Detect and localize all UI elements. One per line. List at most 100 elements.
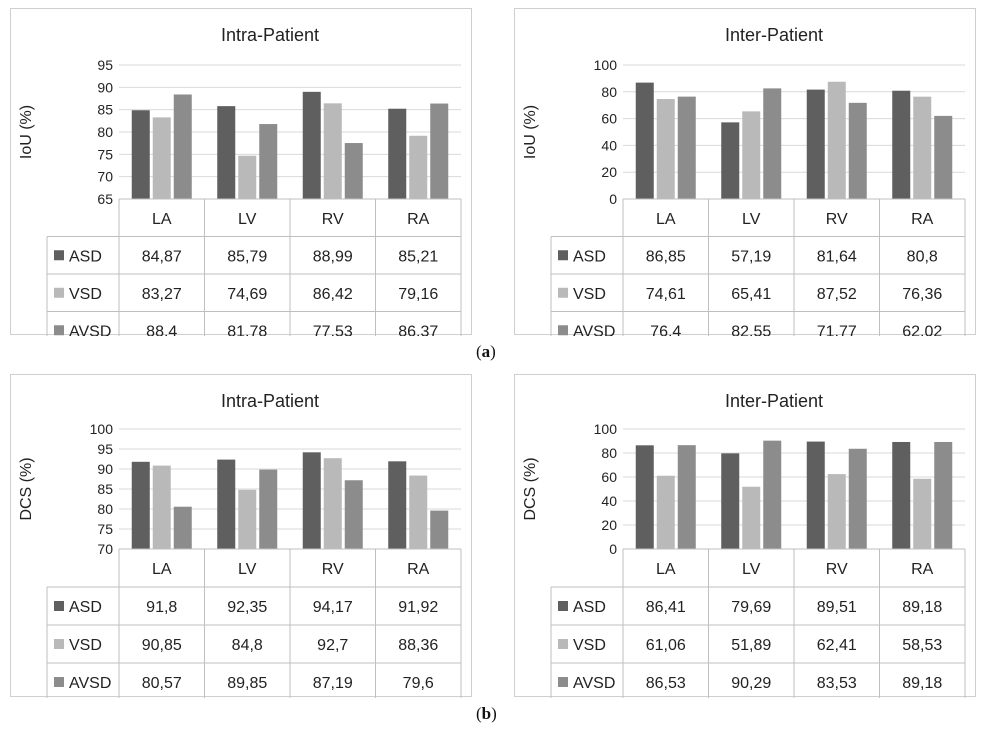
bar-avsd-rv xyxy=(848,448,867,549)
y-tick-label: 100 xyxy=(594,57,618,73)
bar-avsd-rv xyxy=(344,480,363,549)
bar-vsd-la xyxy=(656,475,675,549)
data-label: 86,53 xyxy=(646,675,686,692)
y-tick-label: 85 xyxy=(97,481,113,497)
data-label: 90,85 xyxy=(142,637,182,654)
bar-avsd-lv xyxy=(763,88,782,199)
data-label: 87,19 xyxy=(313,675,353,692)
chart-title: Intra-Patient xyxy=(221,391,319,411)
legend-swatch-avsd xyxy=(558,325,568,336)
bar-asd-lv xyxy=(217,459,236,549)
legend-swatch-asd xyxy=(558,601,568,611)
data-label: 90,29 xyxy=(731,675,771,692)
data-label: 79,6 xyxy=(403,675,434,692)
bar-vsd-la xyxy=(152,465,171,549)
y-tick-label: 95 xyxy=(97,441,113,457)
category-label: RV xyxy=(826,211,848,228)
data-label: 71,77 xyxy=(817,323,857,336)
data-label: 80,57 xyxy=(142,675,182,692)
y-tick-label: 60 xyxy=(601,469,617,485)
y-tick-label: 100 xyxy=(594,421,618,437)
chart-svg: Intra-Patient DCS (%) 70 75 80 85 90 95 100 LA LV R… xyxy=(18,391,462,698)
chart-svg: Inter-Patient DCS (%) 0 20 40 60 80 100 LA LV RV RA… xyxy=(522,391,966,698)
data-label: 62,41 xyxy=(817,637,857,654)
bar-avsd-lv xyxy=(763,440,782,549)
bar-asd-rv xyxy=(302,452,321,549)
y-tick-label: 40 xyxy=(601,493,617,509)
data-label: 76,36 xyxy=(902,286,942,303)
data-label: 62,02 xyxy=(902,323,942,336)
bar-avsd-la xyxy=(677,445,696,549)
bar-asd-rv xyxy=(302,91,321,199)
bar-asd-lv xyxy=(721,453,740,549)
legend-swatch-vsd xyxy=(54,639,64,649)
legend-label-avsd: AVSD xyxy=(573,675,615,692)
data-label: 79,69 xyxy=(731,599,771,616)
chart-svg: Inter-Patient IoU (%) 0 20 40 60 80 100 LA LV RV RA… xyxy=(522,25,966,336)
caption-b: (b) xyxy=(476,704,497,723)
bar-asd-la xyxy=(131,461,150,549)
data-label: 74,69 xyxy=(227,286,267,303)
y-tick-label: 100 xyxy=(90,421,114,437)
caption-a-label: a xyxy=(481,342,491,361)
y-tick-label: 20 xyxy=(601,517,617,533)
y-tick-label: 20 xyxy=(601,164,617,180)
y-axis-label: DCS (%) xyxy=(18,457,35,520)
legend-label-avsd: AVSD xyxy=(573,323,615,336)
y-tick-label: 80 xyxy=(97,501,113,517)
bar-vsd-lv xyxy=(742,111,761,199)
data-label: 88,36 xyxy=(398,637,438,654)
legend-label-vsd: VSD xyxy=(573,286,606,303)
bar-vsd-rv xyxy=(827,474,846,549)
bar-avsd-la xyxy=(677,96,696,199)
bar-asd-la xyxy=(635,445,654,549)
y-tick-label: 95 xyxy=(97,57,113,73)
y-tick-label: 65 xyxy=(97,191,113,207)
data-label: 85,79 xyxy=(227,248,267,265)
y-axis-label: DCS (%) xyxy=(522,457,539,520)
y-tick-label: 80 xyxy=(601,445,617,461)
chart-panel-intra-dcs: Intra-Patient DCS (%) 70 75 80 85 90 95 100 LA LV R… xyxy=(10,374,472,698)
bar-vsd-lv xyxy=(238,489,257,549)
category-label: LV xyxy=(238,211,257,228)
bar-avsd-rv xyxy=(344,143,363,199)
y-tick-label: 70 xyxy=(97,169,113,185)
category-label: RV xyxy=(322,211,344,228)
category-label: RA xyxy=(407,211,430,228)
data-label: 88,99 xyxy=(313,248,353,265)
chart-panel-intra-iou: Intra-Patient IoU (%) 65 70 75 80 85 90 95 LA LV RV… xyxy=(10,8,472,336)
category-label: LV xyxy=(238,561,257,578)
legend-label-vsd: VSD xyxy=(69,286,102,303)
bar-asd-ra xyxy=(388,108,407,199)
y-axis-label: IoU (%) xyxy=(522,105,539,159)
bar-vsd-lv xyxy=(238,155,257,199)
category-label: LA xyxy=(152,561,172,578)
category-label: LA xyxy=(152,211,172,228)
bar-vsd-ra xyxy=(409,475,428,549)
data-label: 91,92 xyxy=(398,599,438,616)
caption-a: (a) xyxy=(476,342,496,361)
category-label: RA xyxy=(911,211,934,228)
chart-panel-inter-iou: Inter-Patient IoU (%) 0 20 40 60 80 100 LA LV RV RA… xyxy=(514,8,976,336)
chart-svg: Intra-Patient IoU (%) 65 70 75 80 85 90 95 LA LV RV… xyxy=(18,25,462,336)
data-label: 83,27 xyxy=(142,286,182,303)
data-label: 92,35 xyxy=(227,599,267,616)
data-label: 89,18 xyxy=(902,599,942,616)
bar-vsd-rv xyxy=(323,103,342,199)
y-tick-label: 85 xyxy=(97,102,113,118)
y-tick-label: 80 xyxy=(601,84,617,100)
bar-asd-la xyxy=(635,82,654,199)
category-label: RV xyxy=(322,561,344,578)
bar-vsd-ra xyxy=(913,478,932,549)
y-tick-label: 75 xyxy=(97,521,113,537)
y-tick-label: 60 xyxy=(601,111,617,127)
data-label: 94,17 xyxy=(313,599,353,616)
legend-swatch-vsd xyxy=(54,287,64,298)
data-label: 77,53 xyxy=(313,323,353,336)
bar-vsd-la xyxy=(656,99,675,199)
legend-swatch-asd xyxy=(54,601,64,611)
bar-avsd-ra xyxy=(934,115,953,199)
category-label: LV xyxy=(742,561,761,578)
bar-vsd-la xyxy=(152,117,171,199)
data-label: 85,21 xyxy=(398,248,438,265)
